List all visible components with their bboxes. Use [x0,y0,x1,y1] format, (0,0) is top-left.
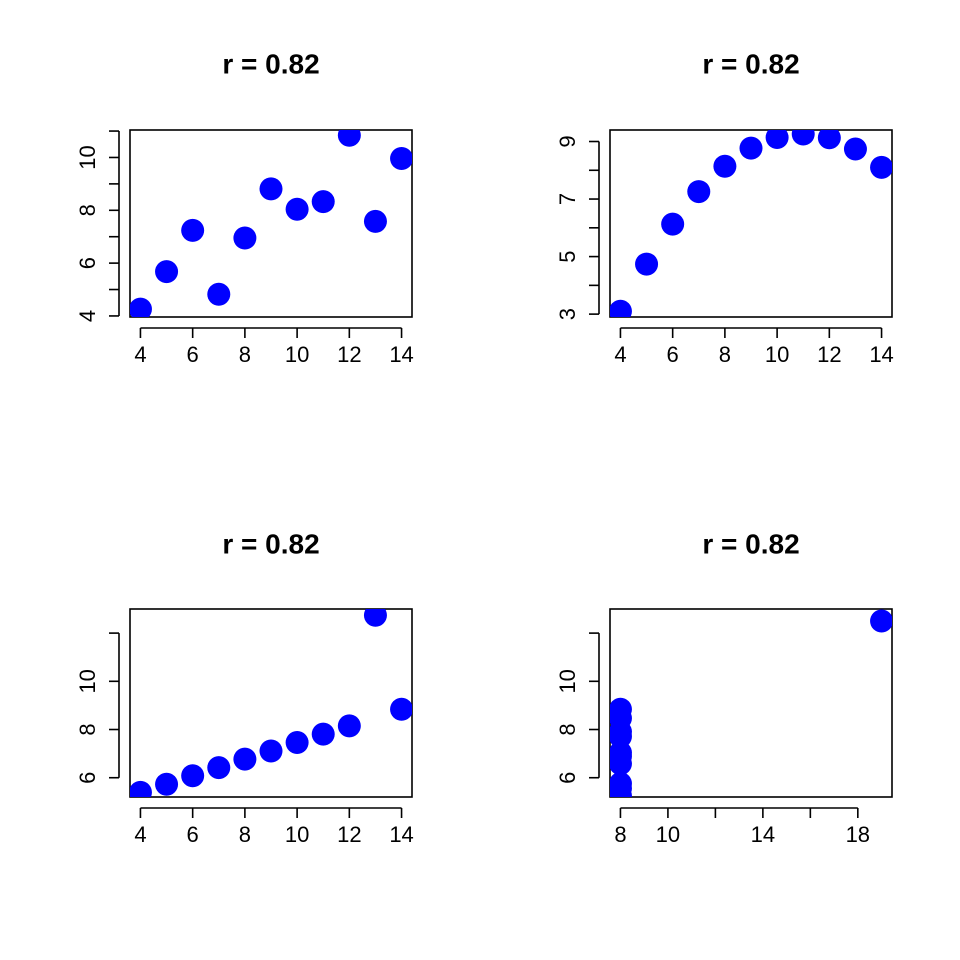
data-point [155,772,179,796]
x-tick-label: 8 [239,342,251,367]
data-point [817,130,841,150]
x-tick-label: 4 [134,342,146,367]
y-tick-label: 6 [75,772,100,784]
x-tick-label: 14 [751,822,775,847]
panel-1: r = 0.82 4 6 8 10 12 14 4 6 8 10 [75,48,414,367]
data-point [870,609,892,633]
data-point [130,297,152,317]
y-tick-label: 5 [555,250,580,262]
points-group [610,609,892,797]
data-point [233,747,257,771]
y-tick-label: 6 [75,257,100,269]
plot-frame [129,129,413,318]
data-point [390,147,412,171]
data-point [661,212,685,236]
x-tick-label: 12 [337,822,361,847]
y-tick-label: 10 [75,669,100,693]
x-tick-label: 6 [187,342,199,367]
plot-frame [609,608,893,798]
panel-3: r = 0.82 4 6 8 10 12 14 6 8 10 [75,528,414,847]
points-group [610,130,892,317]
x-tick-label: 14 [869,342,893,367]
x-tick-label: 8 [614,822,626,847]
data-point [610,299,632,317]
panel-title: r = 0.82 [702,48,799,79]
data-point [610,776,632,797]
data-point [870,155,892,179]
x-tick-label: 4 [134,822,146,847]
plot-frame [129,608,413,798]
x-tick-label: 12 [817,342,841,367]
data-point [285,197,309,221]
y-tick-label: 10 [555,669,580,693]
x-tick-label: 10 [285,342,309,367]
data-point [390,697,412,721]
panel-4: r = 0.82 8 10 14 18 6 8 10 [555,528,893,847]
data-point [130,780,152,797]
x-tick-label: 8 [719,342,731,367]
y-tick-label: 7 [555,193,580,205]
panel-2: r = 0.82 4 6 8 10 12 14 3 5 7 9 [555,48,894,367]
data-point [610,720,632,744]
y-tick-label: 8 [75,204,100,216]
data-point [259,177,283,201]
x-tick-label: 8 [239,822,251,847]
x-tick-label: 4 [614,342,626,367]
x-tick-label: 6 [187,822,199,847]
data-point [791,130,815,146]
y-tick-label: 8 [75,723,100,735]
x-tick-label: 10 [285,822,309,847]
data-point [610,744,632,768]
data-point [363,209,387,233]
data-point [181,218,205,242]
y-tick-label: 10 [75,145,100,169]
x-tick-label: 6 [667,342,679,367]
data-point [259,739,283,763]
x-tick-label: 12 [337,342,361,367]
x-tick-label: 14 [389,822,413,847]
data-point [843,137,867,161]
data-point [207,756,231,780]
data-point [739,136,763,160]
data-point [687,180,711,204]
y-tick-label: 3 [555,308,580,320]
plot-frame [609,129,893,318]
data-point [635,252,659,276]
data-point [233,226,257,250]
x-tick-label: 14 [389,342,413,367]
data-point [337,130,361,147]
data-point [363,609,387,627]
data-point [155,260,179,284]
y-tick-label: 9 [555,135,580,147]
data-point [285,731,309,755]
x-tick-label: 18 [846,822,870,847]
x-tick-label: 10 [656,822,680,847]
y-tick-label: 6 [555,772,580,784]
panel-title: r = 0.82 [222,528,319,559]
y-tick-label: 8 [555,723,580,735]
data-point [181,764,205,788]
y-tick-label: 4 [75,310,100,322]
data-point [713,154,737,178]
data-point [311,722,335,746]
x-tick-label: 10 [765,342,789,367]
points-group [130,609,412,797]
data-point [311,190,335,214]
data-point [207,282,231,306]
data-point [337,714,361,738]
panel-title: r = 0.82 [222,48,319,79]
panel-title: r = 0.82 [702,528,799,559]
data-point [765,130,789,149]
points-group [130,130,412,317]
